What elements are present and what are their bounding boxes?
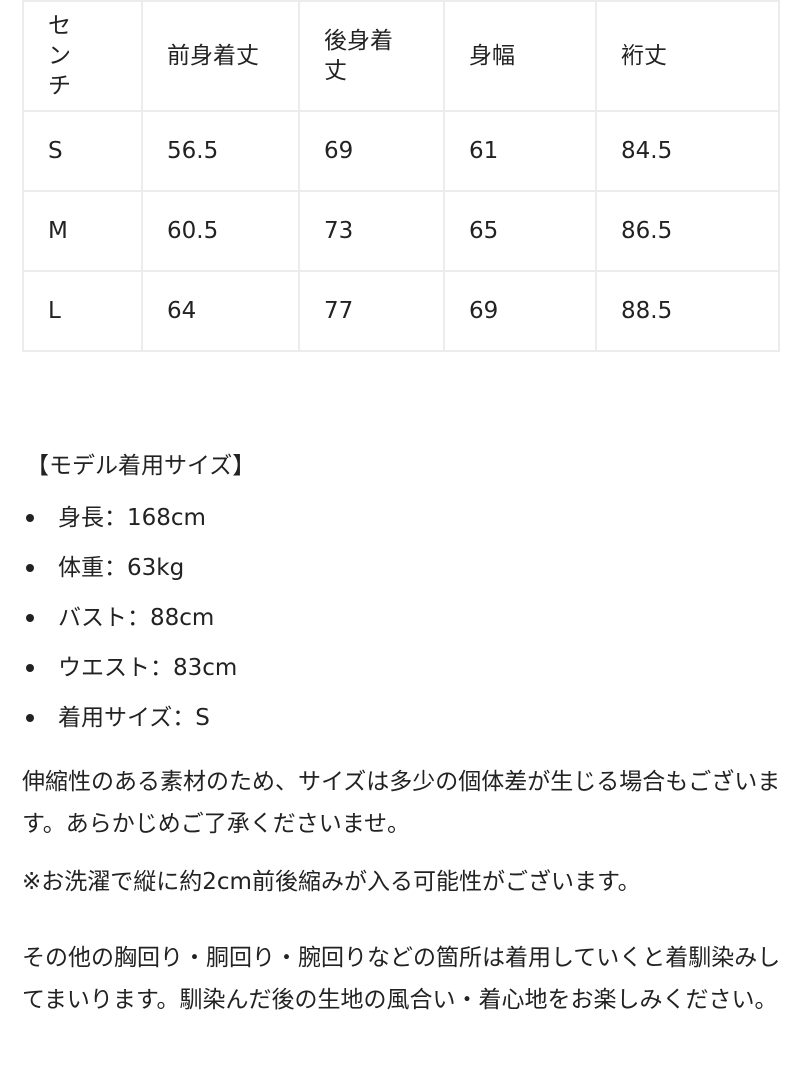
cell: 69: [298, 110, 445, 192]
item-text: バスト：88cm: [58, 605, 215, 631]
cell: 56.5: [141, 110, 300, 192]
header-cell: 身幅: [443, 0, 597, 112]
cell: 86.5: [595, 190, 780, 272]
cell: 64: [141, 270, 300, 352]
model-size-list: 身長：168cm 体重：63kg バスト：88cm ウエスト：83cm 着用サイ…: [24, 500, 237, 750]
cell: L: [22, 270, 143, 352]
item-text: 着用サイズ：S: [58, 705, 210, 731]
cell: 69: [443, 270, 597, 352]
list-item: バスト：88cm: [24, 600, 237, 650]
bullet-icon: [26, 514, 34, 522]
cell: 88.5: [595, 270, 780, 352]
header-cell: 前身着丈: [141, 0, 300, 112]
list-item: 身長：168cm: [24, 500, 237, 550]
item-text: 身長：168cm: [58, 505, 206, 531]
cell: M: [22, 190, 143, 272]
wash-note: ※お洗濯で縦に約2cm前後縮みが入る可能性がございます。: [22, 869, 641, 895]
header-cell: 裄丈: [595, 0, 780, 112]
bullet-icon: [26, 714, 34, 722]
list-item: ウエスト：83cm: [24, 650, 237, 700]
item-text: 体重：63kg: [58, 555, 185, 581]
item-text: ウエスト：83cm: [58, 655, 238, 681]
table-row: S 56.5 69 61 84.5: [22, 110, 780, 192]
bullet-icon: [26, 564, 34, 572]
table-row: M 60.5 73 65 86.5: [22, 190, 780, 272]
model-size-heading: 【モデル着用サイズ】: [26, 453, 256, 479]
cell: 73: [298, 190, 445, 272]
cell: 65: [443, 190, 597, 272]
cell: 61: [443, 110, 597, 192]
table-row: L 64 77 69 88.5: [22, 270, 780, 352]
cell: 84.5: [595, 110, 780, 192]
stretch-note: 伸縮性のある素材のため、サイズは多少の個体差が生じる場合もございます。あらかじめ…: [22, 769, 781, 837]
table-header-row: センチ 前身着丈 後身着丈 身幅 裄丈: [22, 0, 780, 112]
header-cell: 後身着丈: [298, 0, 445, 112]
size-table: センチ 前身着丈 後身着丈 身幅 裄丈 S 56.5 69 61 84.5 M …: [22, 0, 780, 352]
list-item: 着用サイズ：S: [24, 700, 237, 750]
bullet-icon: [26, 614, 34, 622]
cell: 60.5: [141, 190, 300, 272]
cell: 77: [298, 270, 445, 352]
header-cell: センチ: [22, 0, 143, 112]
cell: S: [22, 110, 143, 192]
fit-note: その他の胸回り・胴回り・腕回りなどの箇所は着用していくと着馴染みしてまいります。…: [22, 945, 781, 1013]
list-item: 体重：63kg: [24, 550, 237, 600]
bullet-icon: [26, 664, 34, 672]
